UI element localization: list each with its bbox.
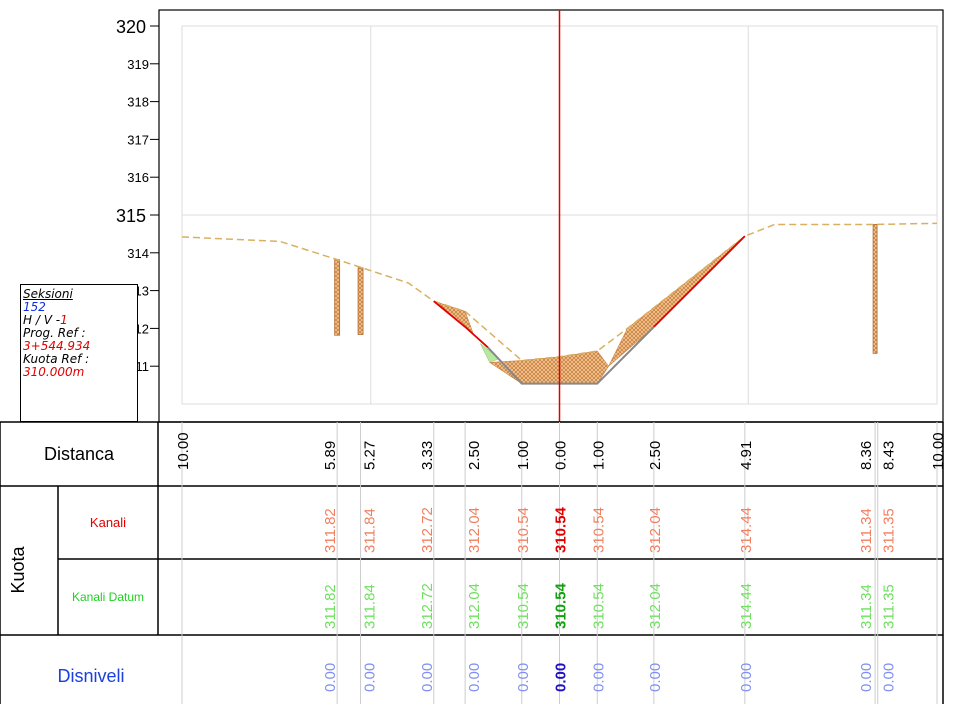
disnivel-value: 0.00 xyxy=(858,663,875,692)
distance-label: 0.00 xyxy=(553,441,570,470)
disnivel-value: 0.00 xyxy=(881,663,898,692)
datum-value: 311.84 xyxy=(362,584,379,629)
distance-label: 2.50 xyxy=(647,441,664,470)
kanali-value: 312.04 xyxy=(466,507,483,553)
y-tick-label: 315 xyxy=(116,206,146,226)
distance-label: 5.27 xyxy=(362,441,379,470)
right-slope-line xyxy=(653,235,746,328)
kanali-value: 310.54 xyxy=(590,507,607,553)
prog-ref-value: 3+544.934 xyxy=(23,339,91,353)
disnivel-value: 0.00 xyxy=(419,663,436,692)
distance-label: 1.00 xyxy=(515,441,532,470)
datum-value: 314.44 xyxy=(738,583,755,629)
row-label-kanali-datum: Kanali Datum xyxy=(71,590,145,604)
disnivel-value: 0.00 xyxy=(647,663,664,692)
prog-ref-label: Prog. Ref : xyxy=(23,326,86,340)
datum-value: 311.82 xyxy=(322,584,339,629)
y-tick-label: 316 xyxy=(127,170,149,185)
hv-label: H / V - xyxy=(23,313,61,327)
y-tick-label: 318 xyxy=(127,95,149,110)
disnivel-value: 0.00 xyxy=(322,663,339,692)
row-label-kuota: Kuota xyxy=(8,546,28,594)
disnivel-value: 0.00 xyxy=(515,663,532,692)
distance-label: 8.36 xyxy=(858,441,875,470)
y-tick-label: 319 xyxy=(127,57,149,72)
disnivel-value: 0.00 xyxy=(738,663,755,692)
datum-value: 311.34 xyxy=(858,584,875,629)
post-marker xyxy=(334,259,341,336)
datum-value: 310.54 xyxy=(553,582,570,629)
kanali-value: 311.82 xyxy=(322,508,339,553)
distance-label: 4.91 xyxy=(738,441,755,470)
distance-label: 8.43 xyxy=(881,441,898,470)
kanali-value: 311.34 xyxy=(858,508,875,553)
datum-value: 310.54 xyxy=(590,583,607,629)
section-info-box: Seksioni 152 H / V -1 Prog. Ref : 3+544.… xyxy=(20,284,138,422)
datum-value: 312.04 xyxy=(647,583,664,629)
datum-value: 311.35 xyxy=(881,584,898,629)
plot-frame xyxy=(158,9,944,423)
hv-value: 1 xyxy=(60,313,68,327)
y-tick-label: 314 xyxy=(127,246,149,261)
row-label-distanca: Distanca xyxy=(43,444,115,464)
distance-label: 10.00 xyxy=(930,432,947,470)
datum-value: 312.72 xyxy=(419,583,436,629)
distance-label: 1.00 xyxy=(590,441,607,470)
row-label-kanali: Kanali xyxy=(89,515,127,530)
datum-value: 310.54 xyxy=(515,583,532,629)
kanali-value: 312.04 xyxy=(647,507,664,553)
distance-label: 5.89 xyxy=(322,441,339,470)
disnivel-value: 0.00 xyxy=(590,663,607,692)
section-title: Seksioni xyxy=(23,287,73,301)
y-tick-label: 317 xyxy=(127,132,149,147)
kanali-value: 311.35 xyxy=(881,508,898,553)
y-tick-label: 320 xyxy=(116,17,146,37)
row-label-disniveli: Disniveli xyxy=(57,666,125,686)
section-number: 152 xyxy=(23,300,46,314)
distance-label: 2.50 xyxy=(466,441,483,470)
disnivel-value: 0.00 xyxy=(466,663,483,692)
green-patch xyxy=(479,343,500,363)
distance-label: 3.33 xyxy=(419,441,436,470)
kanali-value: 311.84 xyxy=(362,508,379,553)
kuota-ref-value: 310.000m xyxy=(23,365,85,379)
existing-ground-line xyxy=(181,222,938,362)
post-marker xyxy=(357,267,364,335)
kanali-value: 310.54 xyxy=(515,507,532,553)
kanali-value: 314.44 xyxy=(738,507,755,553)
datum-value: 312.04 xyxy=(466,583,483,629)
post-marker xyxy=(872,224,878,354)
kuota-ref-label: Kuota Ref : xyxy=(23,352,90,366)
disnivel-value: 0.00 xyxy=(362,663,379,692)
distance-label: 10.00 xyxy=(175,432,192,470)
disnivel-value: 0.00 xyxy=(553,663,570,692)
kanali-value: 312.72 xyxy=(419,507,436,553)
hv-ratio: H / V -1 xyxy=(23,314,135,327)
left-slope-line xyxy=(433,300,489,348)
kanali-value: 310.54 xyxy=(553,506,570,553)
